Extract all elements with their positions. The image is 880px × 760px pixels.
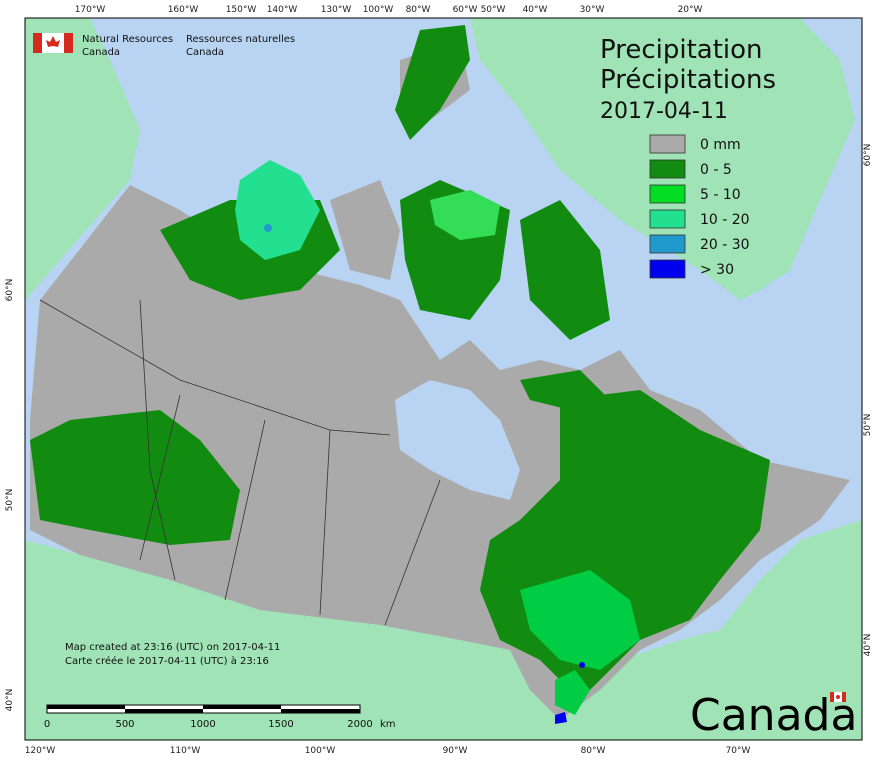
longitude-label: 80°W	[581, 746, 606, 756]
graticule-labels: 170°W 160°W 150°W 140°W 130°W 100°W 80°W 60°W 50…	[5, 5, 873, 756]
scale-unit: km	[380, 719, 396, 730]
legend-swatch	[649, 134, 686, 154]
legend-swatch	[649, 234, 686, 254]
province-border	[384, 479, 441, 626]
latitude-label: 40°N	[863, 634, 873, 657]
latitude-label: 60°N	[5, 279, 15, 302]
longitude-label: 60°W	[453, 5, 478, 15]
precip-5-10	[520, 570, 640, 670]
longitude-label: 50°W	[481, 5, 506, 15]
scale-ticks: 0 500 1000 1500 2000	[44, 719, 373, 730]
longitude-label: 100°W	[363, 5, 394, 15]
legend-label: 0 - 5	[700, 162, 732, 178]
org-en: Canada	[82, 47, 120, 58]
latitude-label: 60°N	[863, 144, 873, 167]
org-fr: Canada	[186, 47, 224, 58]
scale-segment	[281, 709, 360, 713]
title-fr: Précipitations	[600, 65, 776, 95]
usa	[25, 520, 862, 740]
header: Natural Resources Canada Ressources natu…	[33, 33, 295, 58]
latitude-label: 50°N	[863, 414, 873, 437]
map-frame	[24, 17, 863, 741]
precip-10-20	[235, 160, 320, 260]
precip-5-10	[555, 670, 590, 715]
longitude-label: 110°W	[170, 746, 201, 756]
scale-segment	[203, 705, 281, 709]
longitude-label: 70°W	[726, 746, 751, 756]
longitude-label: 130°W	[321, 5, 352, 15]
scale-tick-label: 1000	[190, 719, 215, 730]
wordmark-leaf	[836, 695, 840, 699]
hudson-bay	[395, 380, 520, 500]
legend-label: 20 - 30	[700, 237, 750, 253]
legend-label: 10 - 20	[700, 212, 750, 228]
longitude-label: 30°W	[580, 5, 605, 15]
longitude-label: 20°W	[678, 5, 703, 15]
footer-en: Map created at 23:16 (UTC) on 2017-04-11	[65, 642, 280, 653]
scale-segment	[125, 709, 203, 713]
wordmark-flag	[842, 692, 846, 702]
precip-0-5	[395, 25, 470, 140]
precip-0-5	[30, 410, 240, 545]
province-border	[224, 419, 266, 601]
scale-tick-label: 500	[115, 719, 134, 730]
territory-border	[39, 299, 391, 436]
legend-swatch	[649, 184, 686, 204]
alaska	[25, 18, 140, 300]
longitude-label: 150°W	[226, 5, 257, 15]
longitude-label: 160°W	[168, 5, 199, 15]
title-en: Precipitation	[600, 35, 763, 65]
org-en: Natural Resources	[82, 34, 173, 45]
province-border	[139, 299, 176, 581]
latitude-label: 40°N	[5, 689, 15, 712]
wordmark: Canada	[690, 690, 857, 741]
longitude-label: 120°W	[25, 746, 56, 756]
longitude-label: 80°W	[406, 5, 431, 15]
arctic-island	[330, 180, 400, 280]
precip-0-5	[520, 200, 610, 340]
longitude-label: 40°W	[523, 5, 548, 15]
legend-label: 5 - 10	[700, 187, 741, 203]
legend-swatch	[649, 159, 686, 179]
scale-tick-label: 1500	[268, 719, 293, 730]
title-date: 2017-04-11	[600, 99, 728, 124]
legend-label: 0 mm	[700, 137, 741, 153]
greenland	[470, 18, 855, 300]
province-border	[319, 429, 331, 616]
latitude-label: 50°N	[5, 489, 15, 512]
scale-tick-label: 2000	[347, 719, 372, 730]
legend-label: > 30	[700, 262, 734, 278]
longitude-label: 100°W	[305, 746, 336, 756]
maple-leaf	[46, 36, 60, 47]
precip-20-30	[264, 224, 272, 232]
longitude-label: 90°W	[443, 746, 468, 756]
footer-fr: Carte créée le 2017-04-11 (UTC) à 23:16	[65, 655, 269, 667]
flag-bar	[33, 33, 42, 53]
scale-tick-label: 0	[44, 719, 50, 730]
borders	[39, 299, 441, 626]
wordmark-flag	[830, 692, 834, 702]
precip-over-30	[555, 712, 567, 724]
province-border	[139, 394, 181, 561]
scale-segment	[47, 705, 125, 709]
flag-bar	[64, 33, 73, 53]
legend-swatch	[649, 209, 686, 229]
longitude-label: 170°W	[75, 5, 106, 15]
legend: 0 mm 0 - 5 5 - 10 10 - 20 20 - 30 > 30	[649, 134, 750, 279]
precip-0-5	[520, 370, 610, 410]
precip-over-30	[579, 662, 585, 668]
longitude-label: 140°W	[267, 5, 298, 15]
legend-swatch	[649, 259, 686, 279]
scale-bar: 0 500 1000 1500 2000 km	[44, 704, 396, 730]
org-fr: Ressources naturelles	[186, 34, 295, 45]
precip-5-10	[430, 190, 500, 240]
